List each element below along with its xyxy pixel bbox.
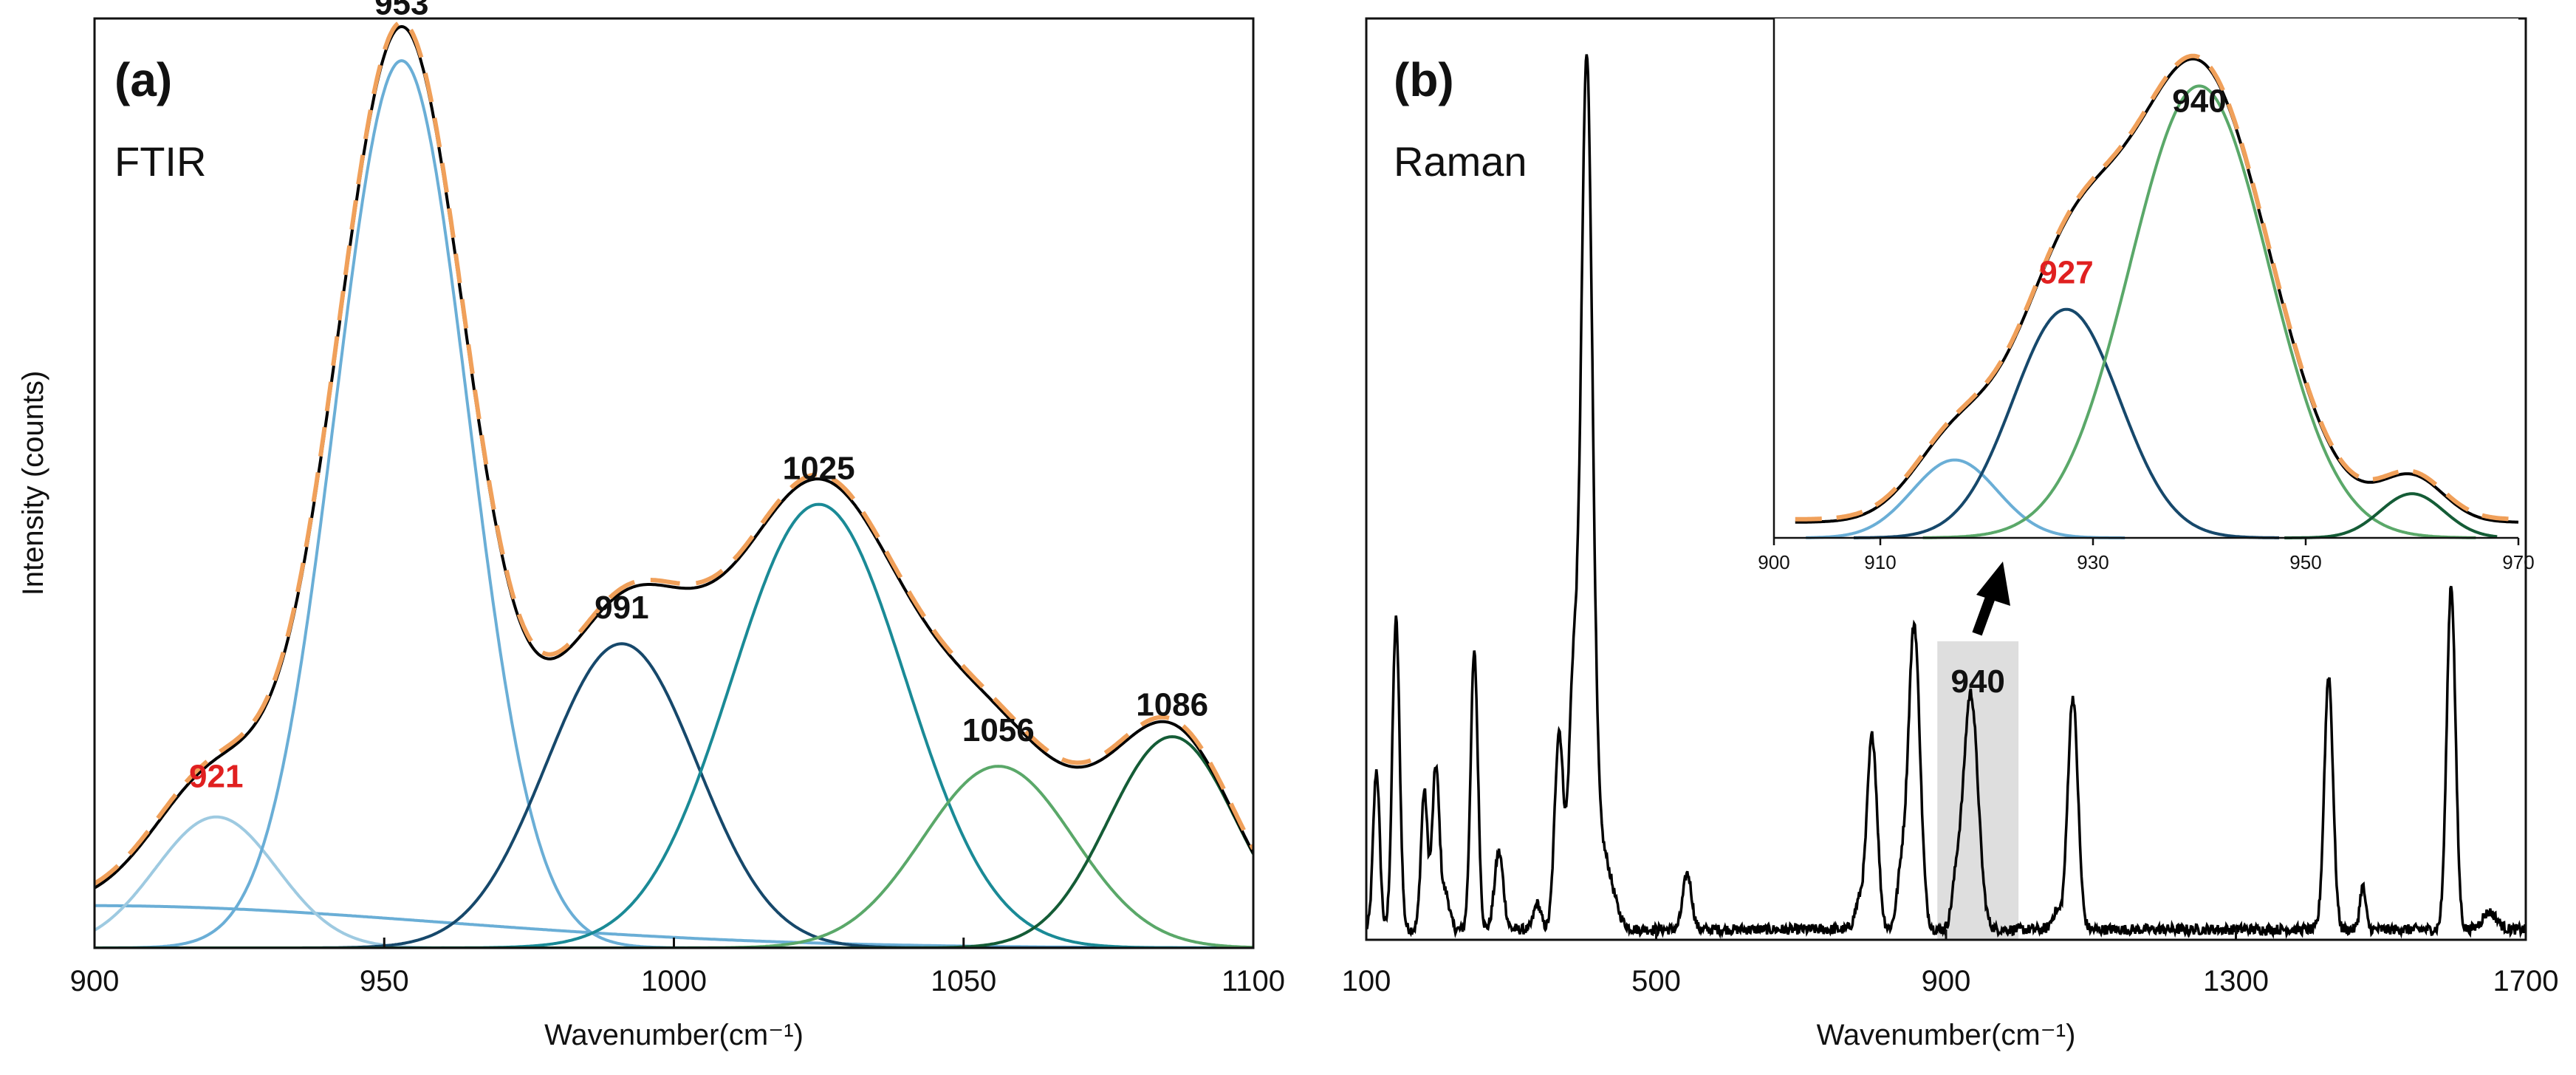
- plot-area-b: [1366, 54, 2526, 940]
- panel-label-a: (a): [114, 53, 172, 106]
- inset-series-cumulative-fit-curve: [1795, 53, 2519, 522]
- panel-label-b: (b): [1394, 53, 1454, 106]
- peak-label-1086: 1086: [1136, 687, 1208, 723]
- peak-label-921: 921: [189, 759, 243, 795]
- inset-x-tick-label: 930: [2077, 551, 2109, 573]
- x-tick-label: 1000: [641, 965, 707, 997]
- x-tick-label: 900: [1922, 965, 1971, 997]
- x-axis-label: Wavenumber(cm⁻¹): [1817, 1019, 2076, 1051]
- x-tick-label: 500: [1631, 965, 1681, 997]
- x-tick-label: 1050: [931, 965, 996, 997]
- inset-series-band-927-curve: [1854, 307, 2279, 539]
- series-band-953-curve: [95, 59, 1253, 948]
- peak-label-1025: 1025: [783, 450, 855, 486]
- inset-chart: 900 910 930 950 970 927 940: [1758, 18, 2535, 573]
- series-band-1025-curve: [95, 502, 1253, 948]
- inset-x-tick-label: 900: [1758, 551, 1789, 573]
- panel-a-ftir: 900 950 1000 1050 1100 Wavenumber(cm⁻¹) Intens…: [17, 0, 1285, 1051]
- inset-peak-label-940: 940: [2172, 83, 2226, 120]
- y-axis-label: Intensity (counts): [17, 371, 49, 596]
- inset-x-tick-label: 950: [2289, 551, 2321, 573]
- inset-peak-label-927: 927: [2039, 255, 2093, 291]
- plot-area-a: [95, 19, 1253, 948]
- peak-label-953: 953: [374, 0, 428, 21]
- x-tick-label: 1700: [2493, 965, 2559, 997]
- series-band-921-curve: [95, 815, 1253, 948]
- peak-label-991: 991: [595, 590, 648, 626]
- series-measured-spectrum-curve: [95, 24, 1253, 890]
- inset-x-tick-label: 910: [1864, 551, 1896, 573]
- inset-arrow-head: [1976, 562, 2010, 606]
- x-axis-label: Wavenumber(cm⁻¹): [544, 1019, 804, 1051]
- inset-series-band-940-curve: [1922, 84, 2476, 539]
- series-band-991-curve: [95, 642, 1253, 948]
- raman-spectrum-curve: [1366, 54, 2526, 940]
- x-tick-label: 950: [360, 965, 409, 997]
- x-tick-label: 100: [1342, 965, 1391, 997]
- method-label-a: FTIR: [114, 138, 206, 185]
- highlight-label-940: 940: [1950, 663, 2004, 700]
- series-band-1086-curve: [95, 735, 1253, 948]
- inset-background: [1774, 18, 2518, 538]
- x-tick-label: 1100: [1222, 965, 1285, 997]
- method-label-b: Raman: [1394, 138, 1527, 185]
- plot-frame-a: [93, 17, 1255, 949]
- series-cumulative-fit-curve: [95, 19, 1253, 886]
- series-band-1056-curve: [95, 765, 1253, 948]
- peak-label-1056: 1056: [962, 712, 1035, 748]
- panel-b-raman: 100 500 900 1300 1700 Wavenumber(cm⁻¹) (b) Rama…: [1342, 17, 2559, 1051]
- x-tick-label: 1300: [2203, 965, 2269, 997]
- inset-x-tick-label: 970: [2502, 551, 2534, 573]
- inset-series-band-917-curve: [1806, 458, 2125, 539]
- x-tick-label: 900: [70, 965, 120, 997]
